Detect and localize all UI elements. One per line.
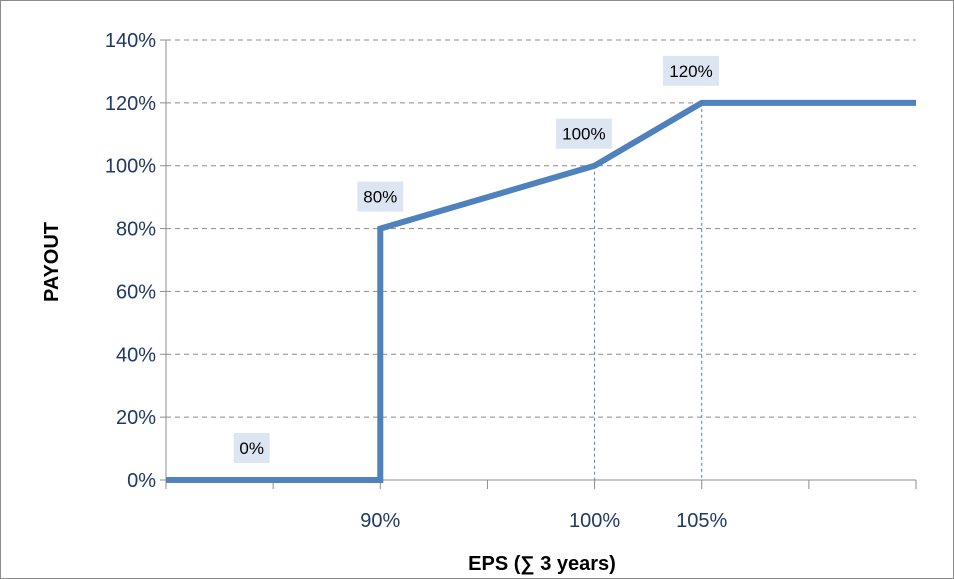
data-label-box	[357, 181, 404, 212]
data-label: 100%	[555, 118, 612, 149]
y-tick-label: 80%	[116, 219, 156, 241]
data-label-box	[233, 433, 270, 463]
x-tick-label: 90%	[360, 510, 400, 532]
data-label-box	[555, 118, 612, 149]
x-tick-label: 100%	[569, 510, 620, 532]
data-label-text: 100%	[562, 125, 605, 144]
y-tick-label: 120%	[105, 93, 156, 115]
data-label-text: 80%	[363, 188, 397, 207]
data-label: 80%	[357, 181, 404, 212]
y-tick-label: 140%	[105, 30, 156, 52]
y-tick-label: 0%	[127, 470, 156, 492]
y-tick-label: 100%	[105, 156, 156, 178]
x-axis-title: EPS (∑ 3 years)	[468, 553, 616, 575]
y-axis-title: PAYOUT	[41, 222, 63, 302]
data-label: 120%	[663, 55, 719, 86]
data-label-text: 0%	[239, 439, 264, 458]
data-label-text: 120%	[669, 62, 712, 81]
y-tick-label: 40%	[116, 344, 156, 366]
data-label: 0%	[233, 433, 270, 463]
y-tick-label: 60%	[116, 281, 156, 303]
x-tick-label: 105%	[676, 510, 727, 532]
y-tick-label: 20%	[116, 407, 156, 429]
data-label-box	[663, 55, 719, 86]
payout-series-line	[166, 99, 916, 483]
